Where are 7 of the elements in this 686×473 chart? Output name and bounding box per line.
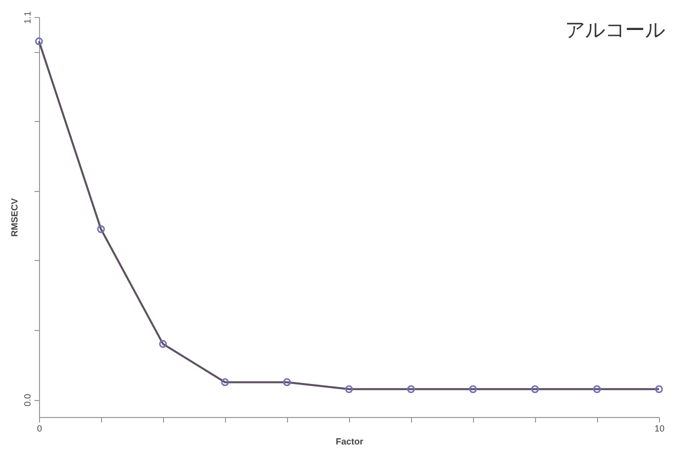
x-tick-label: 0 [36,424,42,434]
y-axis-title: RMSECV [10,198,20,237]
y-tick-label: 1.1 [22,11,32,24]
x-axis-title: Factor [336,436,364,446]
x-tick-label: 10 [654,424,665,434]
y-tick-label: 0.0 [22,394,32,406]
chart-title: アルコール [565,18,666,42]
